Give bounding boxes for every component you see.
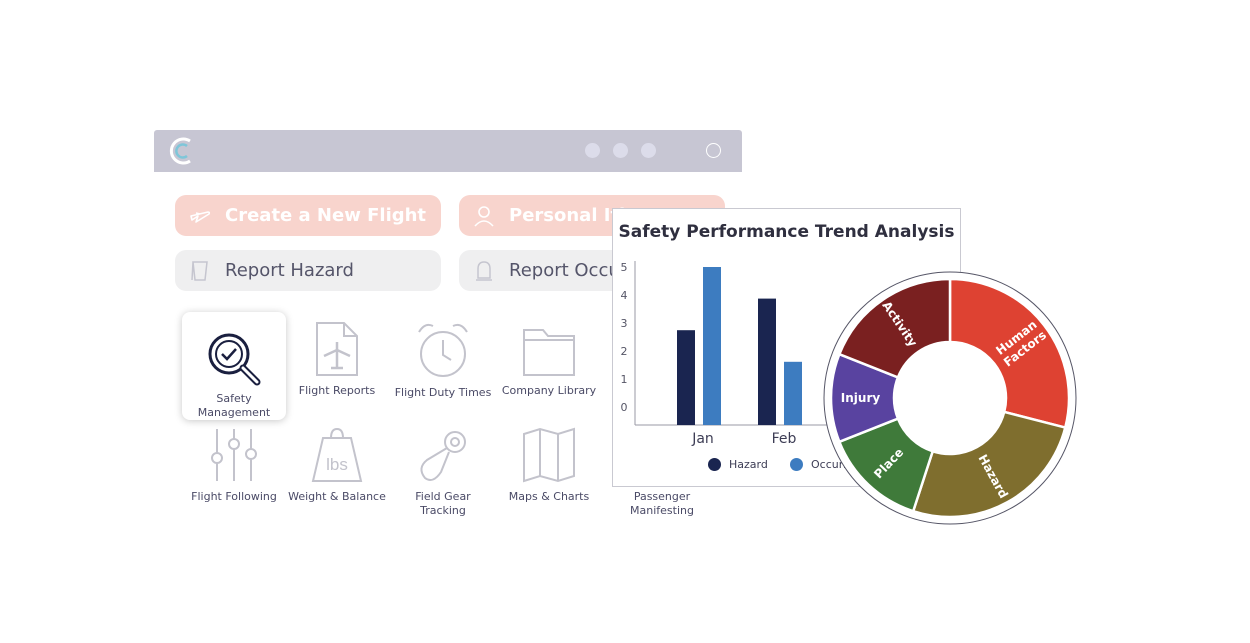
bar-chart: 0 1 2 3 4 5 Jan Feb	[621, 261, 960, 447]
slice-hazard	[911, 410, 1067, 519]
slice-activity	[837, 277, 952, 380]
warning-flag-icon	[175, 258, 225, 284]
gear-tag-icon	[420, 431, 466, 481]
svg-text:lbs: lbs	[326, 455, 348, 474]
app-label: Field Gear Tracking	[415, 490, 471, 517]
create-new-flight-label: Create a New Flight	[225, 205, 427, 226]
y-tick-label: 1	[621, 373, 628, 386]
app-flight-following[interactable]: Flight Following	[182, 426, 286, 504]
airplane-icon	[175, 204, 225, 228]
bell-icon	[459, 258, 509, 284]
personal-itinerary-label: Personal Iti	[509, 205, 626, 226]
legend-occurrence-swatch	[790, 458, 803, 471]
app-flight-reports[interactable]: Flight Reports	[285, 320, 389, 398]
map-icon	[523, 427, 575, 483]
folder-icon	[523, 329, 575, 376]
window-dot-1[interactable]	[585, 143, 600, 158]
app-maps-charts[interactable]: Maps & Charts	[497, 426, 601, 504]
x-tick-label: Feb	[772, 431, 797, 447]
slice-human-factors	[948, 277, 1071, 430]
bar-hazard-jan	[677, 330, 695, 425]
app-field-gear-tracking[interactable]: Field Gear Tracking	[391, 426, 495, 518]
report-hazard-label: Report Hazard	[225, 260, 354, 281]
app-weight-balance[interactable]: lbs Weight & Balance	[285, 426, 389, 504]
app-label: Flight Following	[191, 490, 277, 503]
window-dot-3[interactable]	[641, 143, 656, 158]
legend-hazard-label: Hazard	[729, 458, 768, 471]
window-titlebar	[154, 130, 742, 172]
x-tick-label: Jan	[691, 431, 714, 447]
slice-label: Injury	[841, 391, 881, 405]
y-tick-label: 0	[621, 401, 628, 414]
document-airplane-icon	[316, 322, 358, 376]
app-logo-icon	[169, 137, 191, 165]
bar-occurren-feb	[784, 361, 802, 425]
window-circle-button[interactable]	[706, 143, 721, 158]
app-passenger-manifesting[interactable]: Passenger Manifesting	[603, 490, 721, 518]
bar-occurren-jan	[703, 267, 721, 425]
chart-title: Safety Performance Trend Analysis	[618, 222, 955, 242]
app-company-library[interactable]: Company Library	[497, 320, 601, 398]
report-hazard-button[interactable]: Report Hazard	[175, 250, 441, 291]
app-label: Company Library	[501, 384, 597, 397]
sliders-icon	[211, 429, 257, 481]
y-tick-label: 2	[621, 345, 628, 358]
app-label: Safety Management	[197, 392, 271, 419]
app-label: Flight Duty Times	[394, 386, 492, 399]
app-label: Flight Reports	[298, 384, 376, 397]
app-flight-duty-times[interactable]: Flight Duty Times	[391, 320, 495, 400]
app-safety-management[interactable]: Safety Management	[182, 312, 286, 420]
legend-hazard: Hazard	[708, 458, 768, 471]
weight-lbs-icon: lbs	[311, 427, 363, 482]
app-label: Maps & Charts	[508, 490, 590, 503]
create-new-flight-button[interactable]: Create a New Flight	[175, 195, 441, 236]
window-dot-2[interactable]	[613, 143, 628, 158]
legend-hazard-swatch	[708, 458, 721, 471]
bar-hazard-feb	[758, 298, 776, 425]
app-label: Passenger Manifesting	[630, 490, 694, 517]
person-icon	[459, 204, 509, 228]
y-tick-label: 5	[621, 261, 628, 274]
app-label: Weight & Balance	[288, 490, 386, 503]
y-tick-label: 4	[621, 289, 628, 302]
y-tick-label: 3	[621, 317, 628, 330]
report-occurrence-label: Report Occu	[509, 260, 620, 281]
magnifier-check-icon	[208, 333, 261, 386]
alarm-clock-icon	[418, 323, 468, 377]
